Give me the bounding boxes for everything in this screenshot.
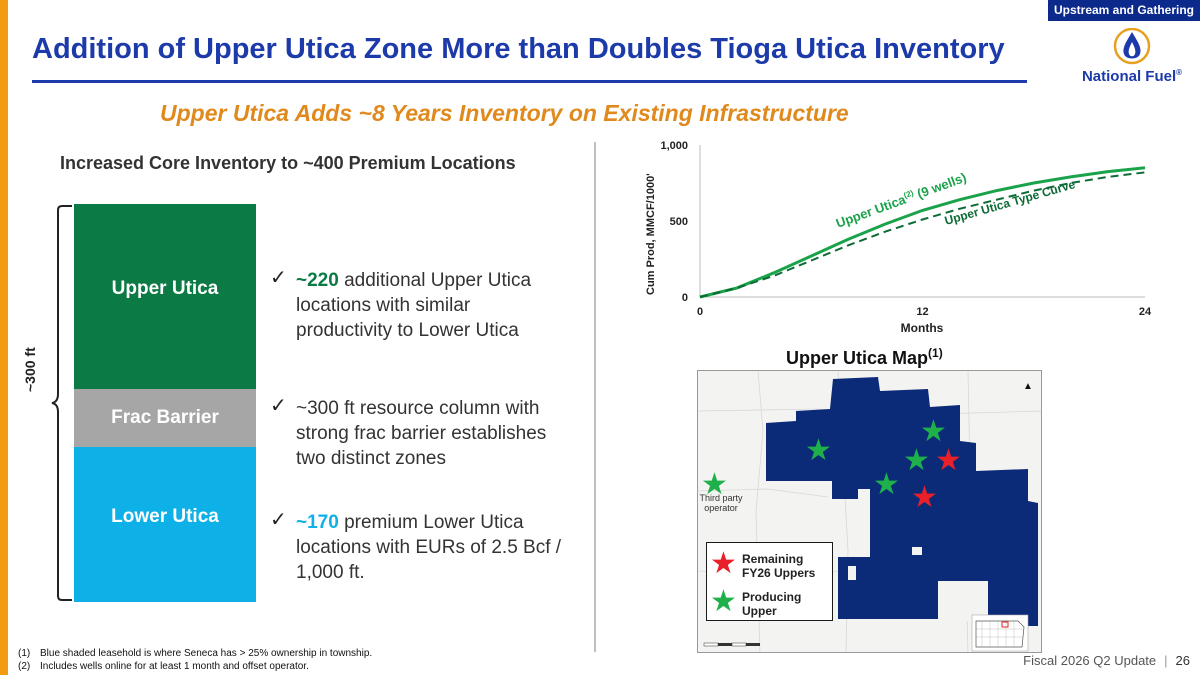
legend-label: Remaining FY26 Uppers xyxy=(742,552,816,580)
y-tick-label: 0 xyxy=(682,292,688,304)
x-tick-label: 0 xyxy=(697,306,703,318)
footer: Fiscal 2026 Q2 Update | 26 xyxy=(1023,653,1190,668)
y-tick-label: 1,000 xyxy=(660,140,688,152)
green-star-icon: ★ xyxy=(710,585,737,618)
bullet-highlight: ~170 xyxy=(296,512,339,533)
frac-barrier-zone: Frac Barrier xyxy=(74,389,256,447)
map-legend: ★ Remaining FY26 Uppers ★ Producing Uppe… xyxy=(706,542,833,621)
lower-utica-label: Lower Utica xyxy=(111,505,219,527)
left-heading: Increased Core Inventory to ~400 Premium… xyxy=(60,153,516,173)
third-party-label: Third party operator xyxy=(699,493,743,513)
scale-bar xyxy=(703,642,760,647)
map-title: Upper Utica Map(1) xyxy=(786,346,943,368)
remaining-star-icon: ★ xyxy=(935,443,962,478)
producing-star-icon: ★ xyxy=(805,433,832,468)
accent-bar xyxy=(0,0,8,675)
flame-logo-icon xyxy=(1113,27,1151,65)
bullet-highlight: ~220 xyxy=(296,270,339,291)
series-line-type-curve xyxy=(699,171,1146,298)
footnote: (2) Includes wells online for at least 1 … xyxy=(18,660,309,672)
section-tag: Upstream and Gathering xyxy=(1048,0,1200,21)
frac-barrier-label: Frac Barrier xyxy=(111,407,219,428)
checkmark-icon: ✓ xyxy=(270,509,287,531)
chart-x-axis-label: Months xyxy=(901,321,944,335)
red-star-icon: ★ xyxy=(710,547,737,580)
north-arrow-icon: ▲ xyxy=(1023,381,1033,392)
leasehold-area xyxy=(766,377,1038,626)
lower-utica-zone: Lower Utica xyxy=(74,447,256,602)
footnote: (1) Blue shaded leasehold is where Seneca… xyxy=(18,648,373,659)
title-underline xyxy=(32,80,1027,83)
x-tick-label: 12 xyxy=(916,306,928,318)
third-party-star-icon: ★ xyxy=(701,467,728,502)
series-line-upper-utica xyxy=(699,166,1146,299)
company-logo: National Fuel® xyxy=(1072,27,1192,90)
page-title: Addition of Upper Utica Zone More than D… xyxy=(32,33,1005,65)
y-tick-label: 500 xyxy=(670,216,688,228)
cumulative-production-chart: 0 500 1,000 0 12 24 Cum Prod, MMCF/1000' Mont… xyxy=(645,140,1152,335)
column-bracket xyxy=(51,205,72,601)
chart-y-axis-label: Cum Prod, MMCF/1000' xyxy=(645,173,657,295)
checkmark-icon: ✓ xyxy=(270,267,287,289)
bullet-upper-locations: ✓ ~220 additional Upper Utica locations … xyxy=(270,267,570,343)
footnotes: (1) Blue shaded leasehold is where Seneca… xyxy=(18,648,372,673)
subtitle: Upper Utica Adds ~8 Years Inventory on E… xyxy=(160,100,849,126)
logo-text: National Fuel® xyxy=(1081,68,1183,85)
upper-utica-label: Upper Utica xyxy=(111,277,219,299)
vertical-divider xyxy=(594,142,596,652)
upper-utica-zone: Upper Utica xyxy=(74,204,256,389)
bullet-text: ~300 ft resource column with strong frac… xyxy=(296,398,547,469)
legend-item-producing: ★ Producing Upper xyxy=(707,583,832,619)
footer-label: Fiscal 2026 Q2 Update xyxy=(1023,653,1157,668)
producing-star-icon: ★ xyxy=(903,443,930,478)
checkmark-icon: ✓ xyxy=(270,395,287,417)
producing-star-icon: ★ xyxy=(873,467,900,502)
producing-star-icon: ★ xyxy=(920,414,947,449)
bullet-text: additional Upper Utica locations with si… xyxy=(296,270,532,341)
bullet-text: premium Lower Utica locations with EURs … xyxy=(296,512,562,583)
map-graphic: ▲ ★ ★ ★ ★ ★ ★ ★ xyxy=(698,371,1041,652)
x-tick-label: 24 xyxy=(1139,306,1152,318)
bullet-resource-column: ✓ ~300 ft resource column with strong fr… xyxy=(270,395,570,471)
thickness-label: ~300 ft xyxy=(22,347,38,392)
legend-item-remaining: ★ Remaining FY26 Uppers xyxy=(707,545,832,581)
page-number: 26 xyxy=(1175,653,1190,668)
bullet-lower-locations: ✓ ~170 premium Lower Utica locations wit… xyxy=(270,509,570,585)
state-inset-map xyxy=(971,614,1029,652)
legend-label: Producing Upper xyxy=(742,590,802,618)
remaining-star-icon: ★ xyxy=(911,480,938,515)
